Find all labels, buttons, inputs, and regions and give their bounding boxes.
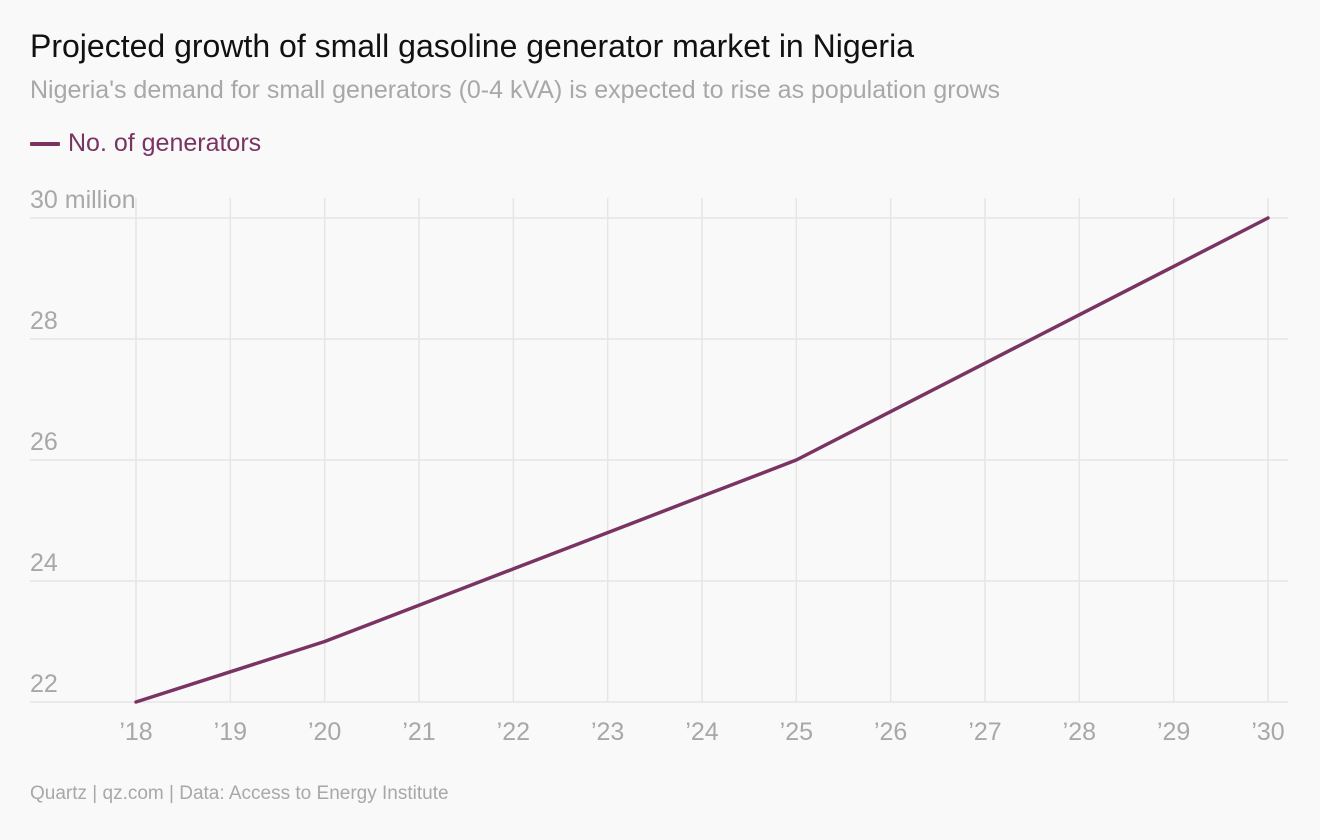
chart-title: Projected growth of small gasoline gener… [30,28,914,64]
x-tick-label: ’25 [780,718,813,746]
y-tick-label: 24 [30,549,58,577]
y-tick-label: 30 million [30,186,136,214]
x-tick-label: ’23 [591,718,624,746]
y-axis-labels: 22 24 26 28 30 million [30,186,136,698]
y-tick-label: 28 [30,307,58,335]
y-tick-label: 26 [30,428,58,456]
x-tick-label: ’30 [1251,718,1284,746]
x-tick-label: ’24 [685,718,718,746]
x-tick-label: ’19 [214,718,247,746]
x-tick-label: ’20 [308,718,341,746]
vertical-gridlines [135,198,1269,702]
legend-label: No. of generators [68,129,262,157]
source-note: Quartz | qz.com | Data: Access to Energy… [30,783,449,804]
x-tick-label: ’29 [1157,718,1190,746]
legend-swatch [30,141,60,146]
legend: No. of generators [30,129,261,158]
series-layer [134,216,1270,704]
x-tick-label: ’18 [119,718,152,746]
x-tick-label: ’22 [497,718,530,746]
x-axis-labels: ’18 ’19 ’20 ’21 ’22 ’23 ’24 ’25 ’26 ’27 ’28 ’29 ’30 [119,718,1284,746]
x-tick-label: ’27 [968,718,1001,746]
y-tick-label: 22 [30,670,58,698]
chart-subtitle: Nigeria's demand for small generators (0… [30,76,1001,104]
x-tick-label: ’26 [874,718,907,746]
x-tick-label: ’21 [402,718,435,746]
horizontal-gridlines [30,217,1288,703]
x-tick-label: ’28 [1063,718,1096,746]
series-line [134,216,1270,704]
